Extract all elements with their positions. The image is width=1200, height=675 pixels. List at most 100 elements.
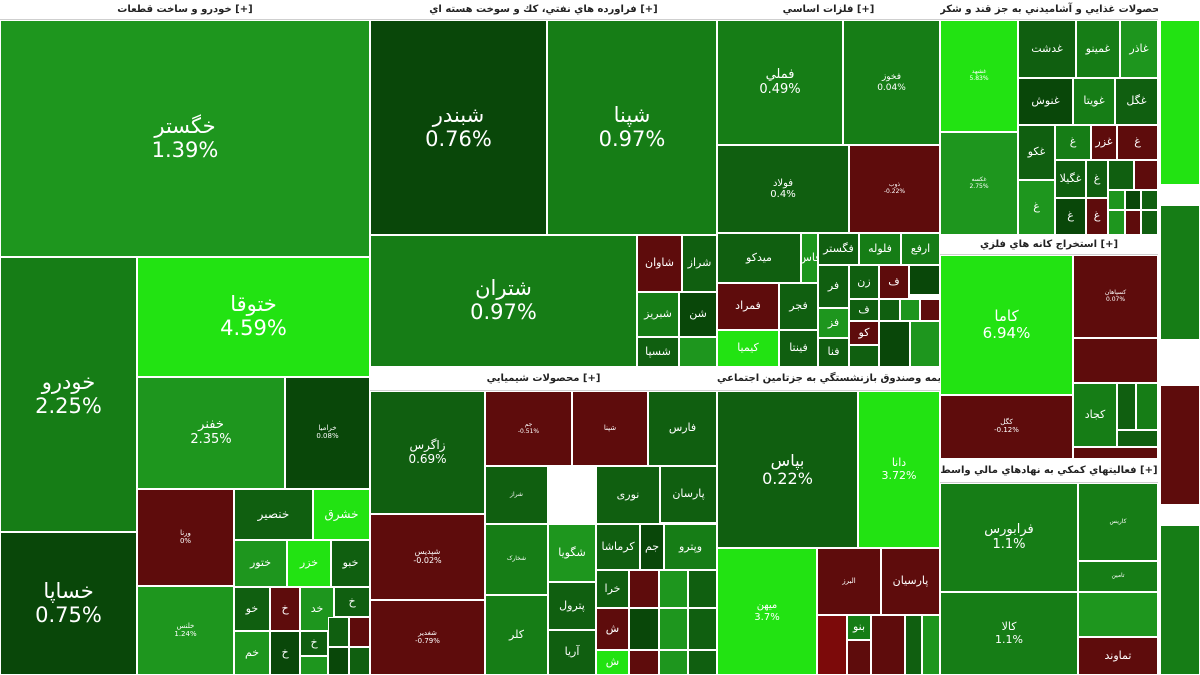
treemap-tile[interactable]: [1073, 447, 1158, 459]
treemap-tile[interactable]: فگستر: [818, 233, 859, 265]
treemap-tile[interactable]: غاذر: [1120, 20, 1158, 78]
treemap-tile[interactable]: شبندر 0.76%: [370, 20, 547, 235]
treemap-tile[interactable]: خبو: [331, 540, 370, 587]
treemap-tile[interactable]: [1160, 205, 1200, 340]
treemap-tile[interactable]: بنو: [847, 615, 871, 640]
treemap-tile[interactable]: [1134, 160, 1158, 190]
treemap-tile[interactable]: خساپا 0.75%: [0, 532, 137, 675]
treemap-tile[interactable]: غ: [1018, 180, 1055, 235]
treemap-tile[interactable]: فرابورس 1.1%: [940, 483, 1078, 592]
treemap-tile[interactable]: فملي 0.49%: [717, 20, 843, 145]
treemap-tile[interactable]: كو: [849, 321, 879, 345]
sector-header[interactable]: محصولات غذايي و آشاميدني به جز قند و شكر…: [940, 0, 1158, 20]
treemap-tile[interactable]: [349, 617, 370, 647]
sector-header[interactable]: بيمه وصندوق بازنشستگي به جزتامين اجتماعي…: [717, 367, 940, 391]
treemap-tile[interactable]: كالا 1.1%: [940, 592, 1078, 675]
treemap-tile[interactable]: غ: [1055, 125, 1091, 160]
treemap-tile[interactable]: [629, 608, 659, 650]
treemap-tile[interactable]: شن: [679, 292, 717, 337]
treemap-tile[interactable]: غويتا: [1073, 78, 1115, 125]
treemap-tile[interactable]: [871, 615, 905, 675]
treemap-tile[interactable]: شتران 0.97%: [370, 235, 637, 367]
treemap-tile[interactable]: ورنا 0%: [137, 489, 234, 586]
treemap-tile[interactable]: كگل -0.12%: [940, 395, 1073, 459]
treemap-tile[interactable]: غ: [1086, 160, 1108, 198]
treemap-tile[interactable]: فاس: [801, 233, 818, 283]
treemap-tile[interactable]: كيميا: [717, 330, 779, 367]
treemap-tile[interactable]: بپاس 0.22%: [717, 391, 858, 548]
treemap-tile[interactable]: خفنر 2.35%: [137, 377, 285, 489]
treemap-tile[interactable]: زن: [849, 265, 879, 299]
treemap-tile[interactable]: [922, 615, 940, 675]
treemap-tile[interactable]: خ: [334, 587, 370, 617]
treemap-tile[interactable]: [1160, 20, 1200, 185]
treemap-tile[interactable]: [688, 608, 717, 650]
treemap-tile[interactable]: [659, 608, 688, 650]
treemap-tile[interactable]: فز: [818, 308, 849, 338]
treemap-tile[interactable]: خ: [270, 631, 300, 675]
treemap-tile[interactable]: غ: [1055, 198, 1086, 235]
treemap-tile[interactable]: شپنا 0.97%: [547, 20, 717, 235]
treemap-tile[interactable]: شراز: [485, 466, 548, 524]
treemap-tile[interactable]: شگويا: [548, 524, 596, 582]
treemap-tile[interactable]: فر: [818, 265, 849, 308]
treemap-tile[interactable]: خلنس 1.24%: [137, 586, 234, 675]
treemap-tile[interactable]: [1125, 210, 1141, 235]
treemap-tile[interactable]: شپنا: [572, 391, 648, 466]
treemap-tile[interactable]: ذوب -0.22%: [849, 145, 940, 233]
treemap-tile[interactable]: [920, 299, 940, 321]
treemap-tile[interactable]: غنوش: [1018, 78, 1073, 125]
treemap-tile[interactable]: خ: [300, 631, 328, 656]
treemap-tile[interactable]: خشرق: [313, 489, 370, 540]
treemap-tile[interactable]: [1160, 385, 1200, 505]
treemap-tile[interactable]: وپترو: [664, 524, 717, 570]
treemap-tile[interactable]: [659, 570, 688, 608]
treemap-tile[interactable]: خرا: [596, 570, 629, 608]
treemap-tile[interactable]: [1141, 210, 1158, 235]
treemap-tile[interactable]: [349, 647, 370, 675]
sector-header[interactable]: فعاليتهاي كمكي به نهادهاي مالي واسط [+]: [940, 459, 1158, 483]
treemap-tile[interactable]: [879, 299, 900, 321]
treemap-tile[interactable]: [847, 640, 871, 675]
treemap-tile[interactable]: [1117, 430, 1158, 447]
treemap-tile[interactable]: شسپا: [637, 337, 679, 367]
treemap-tile[interactable]: ختوقا 4.59%: [137, 257, 370, 377]
treemap-tile[interactable]: پترول: [548, 582, 596, 630]
sector-header[interactable]: فراورده هاي نفتي، كك و سوخت هسته اي [+]: [370, 0, 717, 20]
treemap-tile[interactable]: [688, 650, 717, 675]
treemap-tile[interactable]: [1125, 190, 1141, 210]
treemap-tile[interactable]: شاوان: [637, 235, 682, 292]
treemap-tile[interactable]: [1108, 190, 1125, 210]
treemap-tile[interactable]: خزر: [287, 540, 331, 587]
treemap-tile[interactable]: كاما 6.94%: [940, 255, 1073, 395]
treemap-tile[interactable]: خرامیا 0.08%: [285, 377, 370, 489]
treemap-tile[interactable]: [1141, 190, 1158, 210]
treemap-tile[interactable]: [1136, 383, 1158, 430]
treemap-tile[interactable]: [1108, 160, 1134, 190]
treemap-tile[interactable]: شپدیس -0.02%: [370, 514, 485, 600]
treemap-tile[interactable]: ف: [849, 299, 879, 321]
treemap-tile[interactable]: غمینو: [1076, 20, 1120, 78]
treemap-tile[interactable]: كجاد: [1073, 383, 1117, 447]
treemap-tile[interactable]: غكسه 2.75%: [940, 132, 1018, 235]
treemap-tile[interactable]: [1078, 592, 1158, 637]
treemap-tile[interactable]: جم -0.51%: [485, 391, 572, 466]
treemap-tile[interactable]: خم: [234, 631, 270, 675]
treemap-tile[interactable]: غزر: [1091, 125, 1117, 160]
treemap-tile[interactable]: [849, 345, 879, 367]
treemap-tile[interactable]: ف: [879, 265, 909, 299]
treemap-tile[interactable]: [817, 615, 847, 675]
treemap-tile[interactable]: میدکو: [717, 233, 801, 283]
treemap-tile[interactable]: [1160, 525, 1200, 675]
sector-header[interactable]: خودرو و ساخت قطعات [+]: [0, 0, 370, 20]
treemap-tile[interactable]: فخوز 0.04%: [843, 20, 940, 145]
treemap-tile[interactable]: [900, 299, 920, 321]
treemap-tile[interactable]: فلوله: [859, 233, 901, 265]
treemap-tile[interactable]: ش: [596, 608, 629, 650]
treemap-tile[interactable]: البرز: [817, 548, 881, 615]
treemap-tile[interactable]: [1073, 338, 1158, 383]
treemap-tile[interactable]: غ: [1086, 198, 1108, 235]
treemap-tile[interactable]: [688, 570, 717, 608]
treemap-tile[interactable]: غكو: [1018, 125, 1055, 180]
treemap-tile[interactable]: كرماشا: [596, 524, 640, 570]
